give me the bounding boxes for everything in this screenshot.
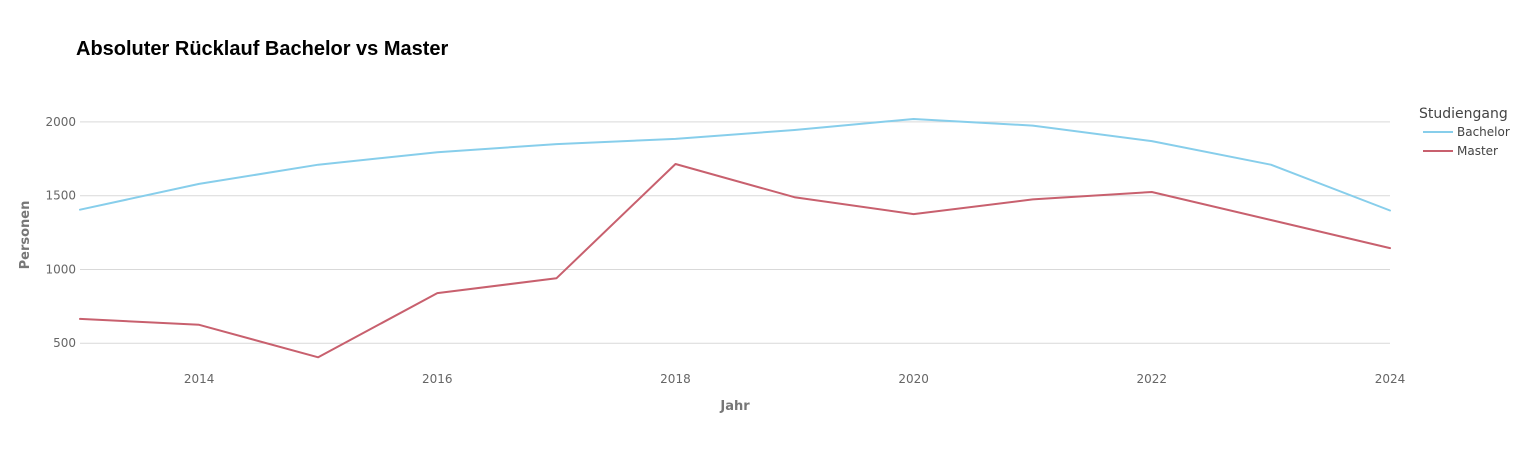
x-axis-title: Jahr	[719, 399, 750, 414]
chart-title: Absoluter Rücklauf Bachelor vs Master	[76, 38, 449, 60]
x-axis-ticks: 2014 2016 2018 2020 2022 2024	[184, 372, 1405, 386]
x-tick-label: 2022	[1137, 372, 1168, 386]
legend-title: Studiengang	[1419, 106, 1508, 122]
series-lines	[79, 118, 1391, 359]
y-axis-ticks: 500 1000 1500 2000	[45, 115, 76, 350]
x-tick-label: 2018	[660, 372, 691, 386]
legend-item-bachelor[interactable]: Bachelor	[1423, 125, 1510, 139]
y-tick-label: 1500	[45, 189, 76, 203]
legend-item-master[interactable]: Master	[1423, 144, 1498, 158]
x-tick-label: 2020	[898, 372, 929, 386]
series-line-master[interactable]	[79, 163, 1391, 359]
y-tick-label: 2000	[45, 115, 76, 129]
series-line-bachelor[interactable]	[79, 118, 1391, 212]
legend-label: Bachelor	[1457, 125, 1510, 139]
x-tick-label: 2014	[184, 372, 215, 386]
x-tick-label: 2024	[1375, 372, 1406, 386]
legend[interactable]: Studiengang Bachelor Master	[1419, 106, 1510, 158]
y-tick-label: 1000	[45, 262, 76, 276]
y-tick-label: 500	[53, 336, 76, 350]
y-axis-title: Personen	[18, 201, 33, 270]
x-tick-label: 2016	[422, 372, 453, 386]
gridlines	[80, 121, 1390, 344]
legend-label: Master	[1457, 144, 1498, 158]
